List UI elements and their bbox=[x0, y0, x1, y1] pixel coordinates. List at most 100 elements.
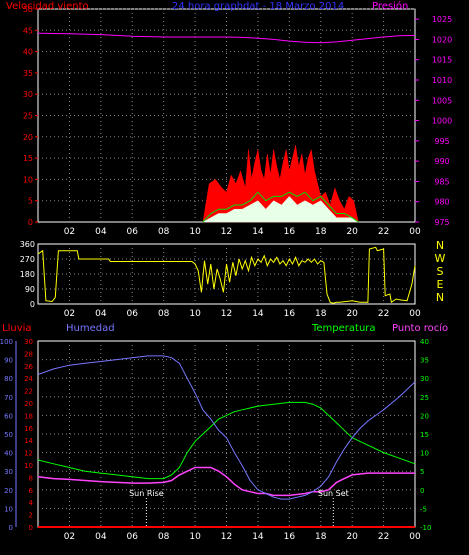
y-right-tick-label: 1000 bbox=[432, 117, 452, 126]
x-tick-label: 14 bbox=[252, 227, 264, 237]
y-left-tick-label: 0 bbox=[28, 218, 33, 227]
temp-tick-label: 40 bbox=[420, 338, 429, 346]
x-tick-label: 18 bbox=[315, 227, 327, 237]
x-tick-label: 18 bbox=[315, 532, 327, 542]
rain-tick-label: 8 bbox=[29, 474, 33, 482]
x-tick-label: 00 bbox=[409, 227, 421, 237]
x-tick-label: 22 bbox=[378, 532, 389, 542]
temp-tick-label: 0 bbox=[420, 487, 424, 495]
x-tick-label: 02 bbox=[64, 309, 75, 319]
humidity-tick-label: 60 bbox=[4, 412, 13, 420]
y-left-tick-label: 10 bbox=[23, 175, 33, 184]
compass-label: W bbox=[435, 252, 446, 265]
x-tick-label: 10 bbox=[189, 227, 201, 237]
sun-event-label: Sun Set bbox=[318, 489, 349, 498]
temp-tick-label: 20 bbox=[420, 412, 429, 420]
rain-tick-label: 30 bbox=[24, 338, 33, 346]
x-tick-label: 06 bbox=[127, 532, 139, 542]
y-left-tick-label: 25 bbox=[23, 112, 33, 121]
y-right-tick-label: 985 bbox=[434, 177, 449, 186]
humidity-tick-label: 100 bbox=[0, 338, 13, 346]
humidity-tick-label: 80 bbox=[4, 375, 13, 383]
direction-tick-label: 180 bbox=[20, 270, 35, 279]
x-tick-label: 18 bbox=[315, 309, 327, 319]
rain-tick-label: 4 bbox=[29, 499, 34, 507]
rain-tick-label: 16 bbox=[24, 425, 33, 433]
temp-tick-label: 35 bbox=[420, 357, 429, 365]
humidity-line bbox=[37, 355, 416, 500]
rain-tick-label: 14 bbox=[24, 437, 33, 445]
x-tick-label: 04 bbox=[95, 309, 107, 319]
rain-tick-label: 26 bbox=[24, 363, 33, 371]
humidity-tick-label: 0 bbox=[9, 524, 13, 532]
rain-tick-label: 12 bbox=[24, 450, 33, 458]
y-right-tick-label: 1020 bbox=[432, 35, 452, 44]
average-speed-line bbox=[202, 191, 359, 223]
compass-label: E bbox=[437, 278, 444, 291]
x-tick-label: 06 bbox=[127, 227, 139, 237]
y-left-tick-label: 45 bbox=[23, 26, 33, 35]
compass-label: S bbox=[437, 265, 444, 278]
temp-tick-label: 15 bbox=[420, 431, 429, 439]
temp-tick-label: 10 bbox=[420, 450, 429, 458]
x-tick-label: 02 bbox=[64, 532, 75, 542]
x-tick-label: 00 bbox=[409, 532, 421, 542]
humidity-tick-label: 10 bbox=[4, 505, 13, 513]
x-tick-label: 04 bbox=[95, 227, 107, 237]
y-right-tick-label: 1025 bbox=[432, 15, 452, 24]
compass-label: N bbox=[436, 239, 444, 252]
x-tick-label: 20 bbox=[346, 532, 358, 542]
chart-title: 24 hora graphdat - 18 Marzo 2014 bbox=[172, 1, 344, 12]
rain-tick-label: 10 bbox=[24, 462, 33, 470]
rain-tick-label: 0 bbox=[29, 524, 33, 532]
dewpoint-label: Punto rocío bbox=[392, 322, 448, 334]
x-tick-label: 06 bbox=[127, 309, 139, 319]
compass-label: N bbox=[436, 291, 444, 304]
humidity-tick-label: 30 bbox=[4, 468, 13, 476]
temp-panel: 02 04 06 08 10 12 14 16 18 20 22 000102030405060708… bbox=[0, 322, 448, 542]
x-tick-label: 22 bbox=[378, 227, 389, 237]
x-tick-label: 12 bbox=[221, 227, 232, 237]
direction-tick-label: 90 bbox=[25, 285, 35, 294]
pressure-line bbox=[37, 32, 416, 44]
rain-tick-label: 24 bbox=[24, 375, 33, 383]
y-left-tick-label: 35 bbox=[23, 69, 33, 78]
temperature-line bbox=[37, 401, 416, 480]
x-tick-label: 02 bbox=[64, 227, 75, 237]
y-left-tick-label: 50 bbox=[23, 5, 33, 14]
y-left-tick-label: 30 bbox=[23, 90, 33, 99]
dewpoint-line bbox=[37, 466, 415, 497]
x-tick-label: 10 bbox=[189, 532, 201, 542]
x-tick-label: 08 bbox=[158, 309, 170, 319]
x-tick-label: 14 bbox=[252, 532, 264, 542]
y-right-tick-label: 1005 bbox=[432, 96, 452, 105]
y-left-tick-label: 40 bbox=[23, 48, 33, 57]
x-tick-label: 08 bbox=[158, 532, 170, 542]
rain-label: Lluvia bbox=[2, 323, 32, 334]
humidity-tick-label: 90 bbox=[4, 357, 13, 365]
x-tick-label: 08 bbox=[158, 227, 170, 237]
y-left-tick-label: 5 bbox=[28, 197, 33, 206]
x-tick-label: 12 bbox=[221, 532, 232, 542]
x-tick-label: 16 bbox=[284, 532, 296, 542]
direction-tick-label: 0 bbox=[30, 300, 35, 309]
humidity-tick-label: 40 bbox=[4, 450, 13, 458]
x-tick-label: 16 bbox=[284, 309, 296, 319]
y-left-tick-label: 20 bbox=[23, 133, 33, 142]
temperature-label: Temperatura bbox=[311, 323, 376, 334]
rain-tick-label: 22 bbox=[24, 388, 33, 396]
x-tick-label: 04 bbox=[95, 532, 107, 542]
x-tick-label: 20 bbox=[346, 309, 358, 319]
rain-tick-label: 6 bbox=[29, 487, 34, 495]
temp-tick-label: 5 bbox=[420, 468, 424, 476]
humidity-tick-label: 50 bbox=[4, 431, 13, 439]
y-right-tick-label: 980 bbox=[434, 198, 449, 207]
direction-tick-label: 360 bbox=[20, 240, 35, 249]
x-tick-label: 12 bbox=[221, 309, 232, 319]
temp-tick-label: 25 bbox=[420, 394, 429, 402]
y-left-tick-label: 15 bbox=[23, 154, 33, 163]
humidity-label: Humedad bbox=[66, 323, 115, 334]
direction-tick-label: 270 bbox=[20, 255, 35, 264]
humidity-tick-label: 20 bbox=[4, 487, 13, 495]
